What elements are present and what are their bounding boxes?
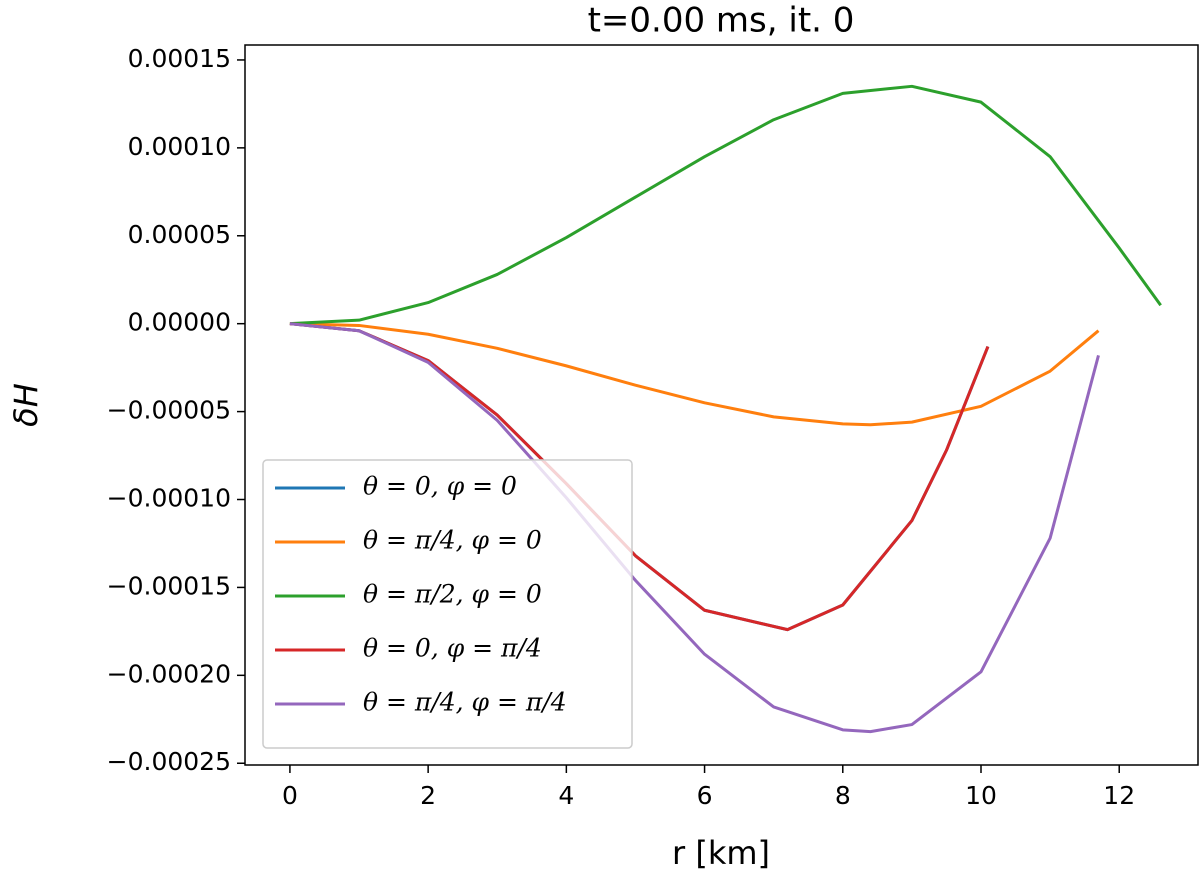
y-tick-label: 0.00010 [128,132,231,161]
legend-label: θ = π/4, φ = π/4 [363,688,567,717]
x-tick-label: 0 [282,781,298,810]
data-line [289,322,1100,734]
y-tick-label: −0.00025 [107,747,231,776]
legend-box [262,459,633,749]
y-tick-label: 0.00005 [128,220,231,249]
x-tick-label: 12 [1103,781,1135,810]
y-tick-label: −0.00010 [107,484,231,513]
y-tick-label: 0.00015 [128,44,231,73]
y-tick-label: −0.00020 [107,659,231,688]
legend-label: θ = π/4, φ = 0 [363,526,542,555]
y-tick-label: −0.00005 [107,396,231,425]
legend: θ = 0, φ = 0 θ = π/4, φ = 0 θ = π/2, φ = 0… [262,459,633,749]
x-tick-label: 4 [558,781,574,810]
data-line [289,322,1100,427]
x-tick-label: 6 [697,781,713,810]
x-axis-label: r [km] [672,834,770,872]
x-tick-label: 2 [420,781,436,810]
chart-title: t=0.00 ms, it. 0 [588,1,855,41]
legend-label: θ = 0, φ = π/4 [363,634,542,663]
y-tick-label: −0.00015 [107,571,231,600]
y-axis-label: δH [7,383,45,427]
plot-frame [244,44,1199,766]
x-tick-label: 10 [965,781,997,810]
legend-label: θ = π/2, φ = 0 [363,580,542,609]
legend-label: θ = 0, φ = 0 [363,472,517,501]
y-tick-label: 0.00000 [128,308,231,337]
x-tick-label: 8 [835,781,851,810]
data-line [289,84,1162,326]
